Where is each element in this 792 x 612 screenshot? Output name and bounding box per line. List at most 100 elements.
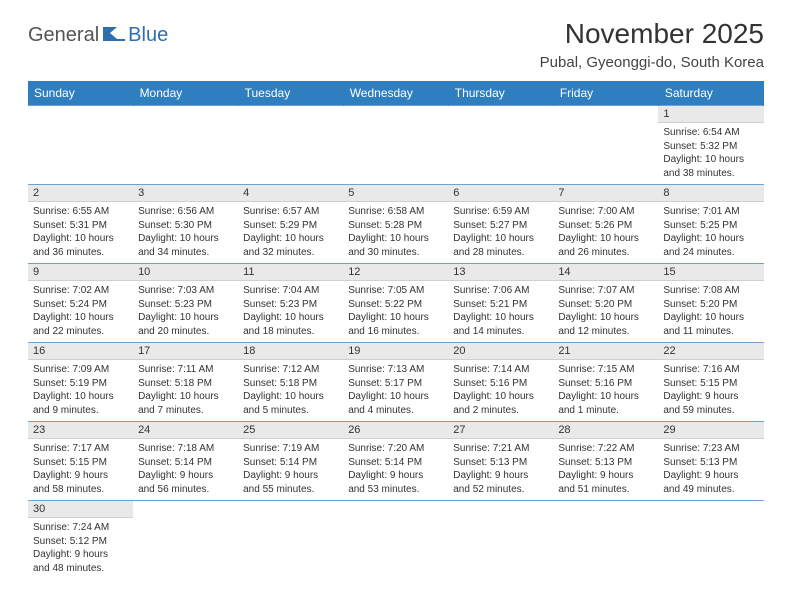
- day-info-cell: [658, 518, 763, 580]
- day-info-line: Sunrise: 7:05 AM: [348, 284, 443, 298]
- day-info-line: Sunset: 5:16 PM: [558, 377, 653, 391]
- day-info-line: Sunset: 5:16 PM: [453, 377, 548, 391]
- day-number-cell: 16: [28, 343, 133, 360]
- day-info-line: and 7 minutes.: [138, 404, 233, 418]
- day-info-cell: Sunrise: 6:54 AMSunset: 5:32 PMDaylight:…: [658, 123, 763, 185]
- day-info-line: Sunrise: 7:07 AM: [558, 284, 653, 298]
- page-title: November 2025: [540, 18, 764, 50]
- day-info-line: and 28 minutes.: [453, 246, 548, 260]
- day-info-line: and 18 minutes.: [243, 325, 338, 339]
- day-info-line: Daylight: 10 hours: [243, 232, 338, 246]
- day-info-line: and 4 minutes.: [348, 404, 443, 418]
- day-info-cell: Sunrise: 7:16 AMSunset: 5:15 PMDaylight:…: [658, 360, 763, 422]
- day-info-cell: Sunrise: 7:06 AMSunset: 5:21 PMDaylight:…: [448, 281, 553, 343]
- day-info-line: Sunset: 5:14 PM: [348, 456, 443, 470]
- day-info-line: and 12 minutes.: [558, 325, 653, 339]
- day-number-cell: [343, 106, 448, 123]
- day-info-cell: Sunrise: 7:15 AMSunset: 5:16 PMDaylight:…: [553, 360, 658, 422]
- day-info-line: Daylight: 9 hours: [453, 469, 548, 483]
- day-info-line: Daylight: 9 hours: [138, 469, 233, 483]
- day-info-line: Daylight: 10 hours: [558, 232, 653, 246]
- day-info-cell: Sunrise: 7:01 AMSunset: 5:25 PMDaylight:…: [658, 202, 763, 264]
- day-info-line: Daylight: 10 hours: [243, 311, 338, 325]
- weekday-row: SundayMondayTuesdayWednesdayThursdayFrid…: [28, 81, 764, 106]
- day-number-cell: 18: [238, 343, 343, 360]
- day-info-line: Sunset: 5:19 PM: [33, 377, 128, 391]
- day-info-line: Sunrise: 7:15 AM: [558, 363, 653, 377]
- day-info-line: Sunset: 5:17 PM: [348, 377, 443, 391]
- day-info-line: and 51 minutes.: [558, 483, 653, 497]
- day-info-line: Daylight: 10 hours: [348, 311, 443, 325]
- day-info-line: Daylight: 10 hours: [33, 390, 128, 404]
- day-info-line: and 30 minutes.: [348, 246, 443, 260]
- day-info-line: Sunset: 5:22 PM: [348, 298, 443, 312]
- day-info-line: Daylight: 10 hours: [558, 311, 653, 325]
- weekday-header: Monday: [133, 81, 238, 106]
- day-number-cell: 8: [658, 185, 763, 202]
- day-number-cell: 20: [448, 343, 553, 360]
- day-info-line: Daylight: 9 hours: [33, 548, 128, 562]
- day-info-cell: Sunrise: 7:00 AMSunset: 5:26 PMDaylight:…: [553, 202, 658, 264]
- day-number-cell: [343, 501, 448, 518]
- day-info-line: Sunset: 5:13 PM: [663, 456, 758, 470]
- day-info-line: Sunset: 5:32 PM: [663, 140, 758, 154]
- day-info-line: Sunset: 5:30 PM: [138, 219, 233, 233]
- day-info-line: Sunrise: 7:00 AM: [558, 205, 653, 219]
- day-info-line: Sunrise: 7:19 AM: [243, 442, 338, 456]
- day-info-line: Sunset: 5:27 PM: [453, 219, 548, 233]
- day-info-cell: [448, 518, 553, 580]
- day-info-line: Sunset: 5:13 PM: [558, 456, 653, 470]
- day-info-line: and 52 minutes.: [453, 483, 548, 497]
- day-info-line: Daylight: 10 hours: [663, 153, 758, 167]
- day-number-cell: [553, 106, 658, 123]
- day-number-cell: [238, 501, 343, 518]
- info-row: Sunrise: 7:24 AMSunset: 5:12 PMDaylight:…: [28, 518, 764, 580]
- day-info-line: and 32 minutes.: [243, 246, 338, 260]
- day-number-cell: 28: [553, 422, 658, 439]
- day-info-line: and 5 minutes.: [243, 404, 338, 418]
- day-info-line: and 9 minutes.: [33, 404, 128, 418]
- day-number-cell: [658, 501, 763, 518]
- daynum-row: 30: [28, 501, 764, 518]
- day-number-cell: 6: [448, 185, 553, 202]
- day-info-line: Daylight: 10 hours: [663, 311, 758, 325]
- weekday-header: Saturday: [658, 81, 763, 106]
- calendar-head: SundayMondayTuesdayWednesdayThursdayFrid…: [28, 81, 764, 106]
- day-info-cell: Sunrise: 7:24 AMSunset: 5:12 PMDaylight:…: [28, 518, 133, 580]
- info-row: Sunrise: 7:17 AMSunset: 5:15 PMDaylight:…: [28, 439, 764, 501]
- day-info-line: Sunset: 5:20 PM: [663, 298, 758, 312]
- day-info-line: Sunset: 5:18 PM: [138, 377, 233, 391]
- day-info-line: Sunrise: 7:13 AM: [348, 363, 443, 377]
- day-number-cell: 25: [238, 422, 343, 439]
- day-info-cell: [553, 123, 658, 185]
- day-number-cell: [553, 501, 658, 518]
- day-info-cell: [343, 123, 448, 185]
- day-number-cell: 27: [448, 422, 553, 439]
- daynum-row: 2345678: [28, 185, 764, 202]
- day-number-cell: 10: [133, 264, 238, 281]
- weekday-header: Tuesday: [238, 81, 343, 106]
- day-info-cell: Sunrise: 6:57 AMSunset: 5:29 PMDaylight:…: [238, 202, 343, 264]
- logo: General Blue: [28, 24, 168, 47]
- day-info-line: and 2 minutes.: [453, 404, 548, 418]
- daynum-row: 23242526272829: [28, 422, 764, 439]
- day-info-line: Sunrise: 7:04 AM: [243, 284, 338, 298]
- day-info-cell: Sunrise: 7:09 AMSunset: 5:19 PMDaylight:…: [28, 360, 133, 422]
- day-info-line: Sunrise: 7:03 AM: [138, 284, 233, 298]
- day-info-line: Sunset: 5:23 PM: [138, 298, 233, 312]
- day-number-cell: [448, 501, 553, 518]
- day-info-line: Sunset: 5:20 PM: [558, 298, 653, 312]
- day-info-cell: Sunrise: 6:55 AMSunset: 5:31 PMDaylight:…: [28, 202, 133, 264]
- day-info-line: Sunset: 5:25 PM: [663, 219, 758, 233]
- day-number-cell: [133, 106, 238, 123]
- day-info-line: and 1 minute.: [558, 404, 653, 418]
- day-info-line: Sunrise: 7:09 AM: [33, 363, 128, 377]
- day-info-line: Sunset: 5:14 PM: [138, 456, 233, 470]
- day-info-line: Daylight: 9 hours: [663, 390, 758, 404]
- day-number-cell: [448, 106, 553, 123]
- day-info-line: Daylight: 10 hours: [453, 232, 548, 246]
- day-info-line: and 16 minutes.: [348, 325, 443, 339]
- day-info-line: Sunset: 5:14 PM: [243, 456, 338, 470]
- day-info-cell: [238, 518, 343, 580]
- calendar-table: SundayMondayTuesdayWednesdayThursdayFrid…: [28, 81, 764, 579]
